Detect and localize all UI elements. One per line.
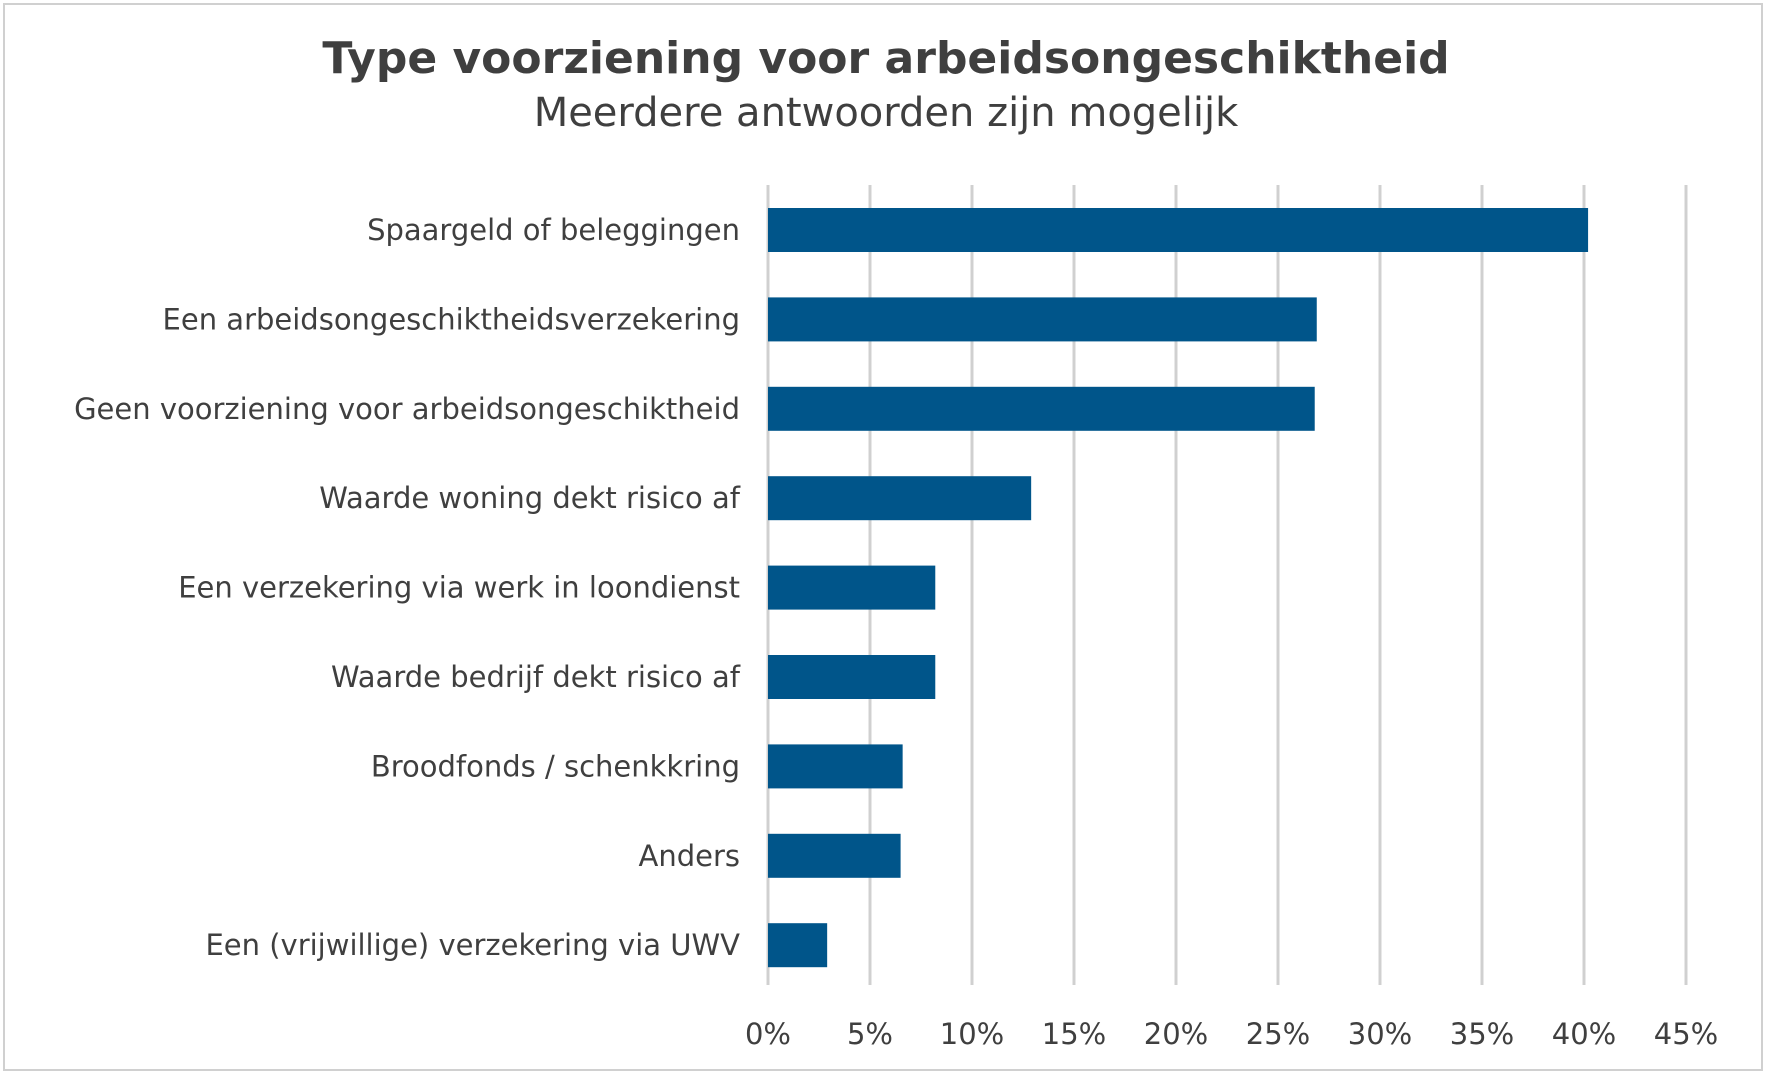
x-tick-label: 20% [1144, 1017, 1208, 1051]
x-tick-label: 15% [1042, 1017, 1106, 1051]
bar [768, 833, 901, 878]
category-label: Spaargeld of beleggingen [367, 213, 740, 247]
chart-frame [3, 3, 1763, 1071]
x-tick-labels: 0% 5% 10% 15% 20% 25% 30% 35% 40% 45% [745, 1017, 1718, 1051]
category-label: Een arbeidsongeschiktheidsverzekering [163, 302, 740, 336]
x-tick-label: 10% [940, 1017, 1004, 1051]
x-tick-label: 35% [1450, 1017, 1514, 1051]
chart-subtitle: Meerdere antwoorden zijn mogelijk [533, 90, 1239, 136]
bar [768, 655, 936, 699]
bar [768, 208, 1589, 252]
chart-title: Type voorziening voor arbeidsongeschikth… [322, 33, 1450, 84]
category-label: Een verzekering via werk in loondienst [178, 571, 740, 605]
bar [768, 297, 1317, 342]
category-label: Broodfonds / schenkkring [371, 749, 740, 783]
x-tick-label: 0% [745, 1017, 791, 1051]
x-tick-label: 40% [1552, 1017, 1616, 1051]
category-label: Waarde bedrijf dekt risico af [331, 660, 741, 694]
x-tick-label: 45% [1654, 1017, 1718, 1051]
x-tick-label: 25% [1246, 1017, 1310, 1051]
x-tick-label: 5% [847, 1017, 893, 1051]
bar [768, 386, 1315, 431]
category-labels: Spaargeld of beleggingen Een arbeidsonges… [74, 213, 741, 962]
category-label: Een (vrijwillige) verzekering via UWV [205, 928, 740, 962]
bar [768, 565, 936, 610]
category-label: Waarde woning dekt risico af [319, 481, 741, 515]
x-tick-label: 30% [1348, 1017, 1412, 1051]
bar [768, 476, 1032, 521]
category-label: Anders [639, 839, 741, 873]
bar [768, 744, 903, 789]
bar [768, 923, 828, 968]
category-label: Geen voorziening voor arbeidsongeschikth… [74, 392, 740, 426]
bars [768, 208, 1589, 968]
